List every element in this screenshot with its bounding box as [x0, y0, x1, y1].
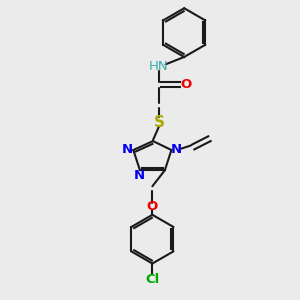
Text: N: N — [121, 143, 132, 156]
Text: HN: HN — [149, 60, 169, 73]
Text: N: N — [134, 169, 145, 182]
Text: N: N — [171, 142, 182, 156]
Text: S: S — [153, 115, 164, 130]
Text: Cl: Cl — [145, 273, 160, 286]
Text: O: O — [147, 200, 158, 213]
Text: O: O — [181, 78, 192, 91]
